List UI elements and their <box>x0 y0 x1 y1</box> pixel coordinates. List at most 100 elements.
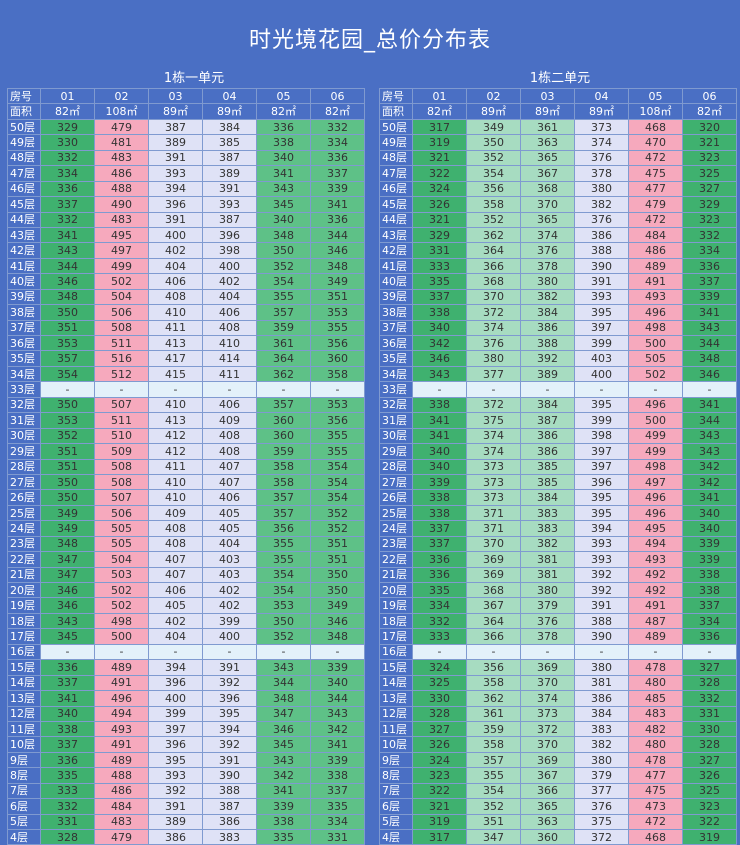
price-cell: 328 <box>682 674 737 692</box>
floor-row: 5层 319 351 363 375 472 322 <box>379 813 737 831</box>
price-cell: 332 <box>40 211 95 228</box>
price-cell: 403 <box>574 350 629 367</box>
price-cell: 330 <box>412 690 467 707</box>
floor-row: 34层 354 512 415 411 362 358 <box>7 365 365 383</box>
price-cell: 322 <box>412 782 467 800</box>
price-cell: 408 <box>202 319 257 337</box>
price-cell: 325 <box>682 782 737 800</box>
floor-row: 18层 332 364 376 388 487 334 <box>379 612 737 630</box>
price-cell: 500 <box>628 412 683 429</box>
price-cell: 342 <box>256 767 311 784</box>
price-cell: 391 <box>202 659 257 676</box>
price-cell: 355 <box>466 767 521 784</box>
floor-row: 25层 349 506 409 405 357 352 <box>7 504 365 522</box>
price-cell: 410 <box>148 396 203 414</box>
price-cell: 334 <box>412 597 467 614</box>
price-cell: 348 <box>310 257 365 275</box>
price-cell: 332 <box>682 226 737 244</box>
price-cell: 396 <box>202 226 257 244</box>
price-cell: 353 <box>256 597 311 614</box>
price-cell: 484 <box>94 798 149 815</box>
floor-row: 13层 341 496 400 396 348 344 <box>7 690 365 707</box>
price-cell: 358 <box>310 365 365 383</box>
price-cell: 403 <box>202 566 257 584</box>
price-cell: 485 <box>628 690 683 707</box>
price-cell: 495 <box>628 520 683 537</box>
floor-row: 36层 353 511 413 410 361 356 <box>7 334 365 352</box>
price-cell: 328 <box>682 736 737 753</box>
floor-row: 19层 346 502 405 402 353 349 <box>7 597 365 614</box>
price-cell: 410 <box>148 489 203 506</box>
floor-label: 33层 <box>379 381 413 398</box>
price-cell: 508 <box>94 473 149 491</box>
price-cell: 351 <box>310 288 365 306</box>
unit-number: 06 <box>310 87 365 105</box>
price-cell: 340 <box>40 705 95 722</box>
price-cell: 504 <box>94 288 149 306</box>
price-cell: 396 <box>574 473 629 491</box>
price-cell: 475 <box>628 165 683 182</box>
price-cell: 505 <box>94 520 149 537</box>
price-cell: 352 <box>466 798 521 815</box>
price-cell: 386 <box>520 427 575 445</box>
price-cell: - <box>256 381 311 398</box>
price-cell: 468 <box>628 118 683 136</box>
price-cell: 493 <box>628 551 683 568</box>
price-cell: 336 <box>412 551 467 568</box>
floor-label: 38层 <box>379 304 413 321</box>
price-cell: 338 <box>412 396 467 414</box>
unit-area: 82㎡ <box>310 103 365 120</box>
price-cell: 412 <box>148 427 203 445</box>
price-cell: 386 <box>574 226 629 244</box>
price-cell: 338 <box>310 767 365 784</box>
price-cell: 350 <box>40 304 95 321</box>
price-cell: 336 <box>256 118 311 136</box>
price-cell: 491 <box>628 597 683 614</box>
price-cell: 376 <box>520 612 575 630</box>
price-cell: 374 <box>466 427 521 445</box>
floor-row: 37层 351 508 411 408 359 355 <box>7 319 365 337</box>
floor-label: 4层 <box>7 828 41 845</box>
price-cell: - <box>628 381 683 398</box>
price-cell: 380 <box>520 273 575 290</box>
floor-label: 34层 <box>7 365 41 383</box>
floor-label: 11层 <box>379 720 413 738</box>
price-cell: 321 <box>412 211 467 228</box>
floor-row: 4层 317 347 360 372 468 319 <box>379 828 737 845</box>
price-cell: 355 <box>256 288 311 306</box>
price-cell: 389 <box>148 813 203 831</box>
price-cell: 389 <box>148 134 203 151</box>
price-cell: 393 <box>148 767 203 784</box>
price-cell: 417 <box>148 350 203 367</box>
price-cell: - <box>466 643 521 661</box>
price-cell: 348 <box>256 226 311 244</box>
price-cell: 399 <box>148 705 203 722</box>
price-cell: 352 <box>256 257 311 275</box>
unit-area: 82㎡ <box>412 103 467 120</box>
price-cell: 349 <box>40 520 95 537</box>
price-cell: 336 <box>412 566 467 584</box>
price-cell: 344 <box>40 257 95 275</box>
price-cell: 400 <box>202 257 257 275</box>
floor-row: 18层 343 498 402 399 350 346 <box>7 612 365 630</box>
price-cell: 351 <box>40 443 95 460</box>
price-cell: 324 <box>412 751 467 769</box>
price-cell: 380 <box>520 581 575 599</box>
price-cell: 396 <box>148 736 203 753</box>
price-cell: 472 <box>628 149 683 167</box>
price-cell: 343 <box>412 365 467 383</box>
price-cell: 392 <box>520 350 575 367</box>
floor-label: 8层 <box>7 767 41 784</box>
floor-label: 48层 <box>7 149 41 167</box>
price-cell: 357 <box>256 396 311 414</box>
price-cell: 391 <box>574 273 629 290</box>
floor-row: 15层 324 356 369 380 478 327 <box>379 659 737 676</box>
price-cell: 385 <box>520 473 575 491</box>
price-cell: 346 <box>40 581 95 599</box>
price-cell: 388 <box>574 612 629 630</box>
floor-label: 28层 <box>379 458 413 475</box>
floor-label: 34层 <box>379 365 413 383</box>
floor-row: 27层 350 508 410 407 358 354 <box>7 473 365 491</box>
price-cell: 385 <box>202 134 257 151</box>
price-cell: 360 <box>520 828 575 845</box>
